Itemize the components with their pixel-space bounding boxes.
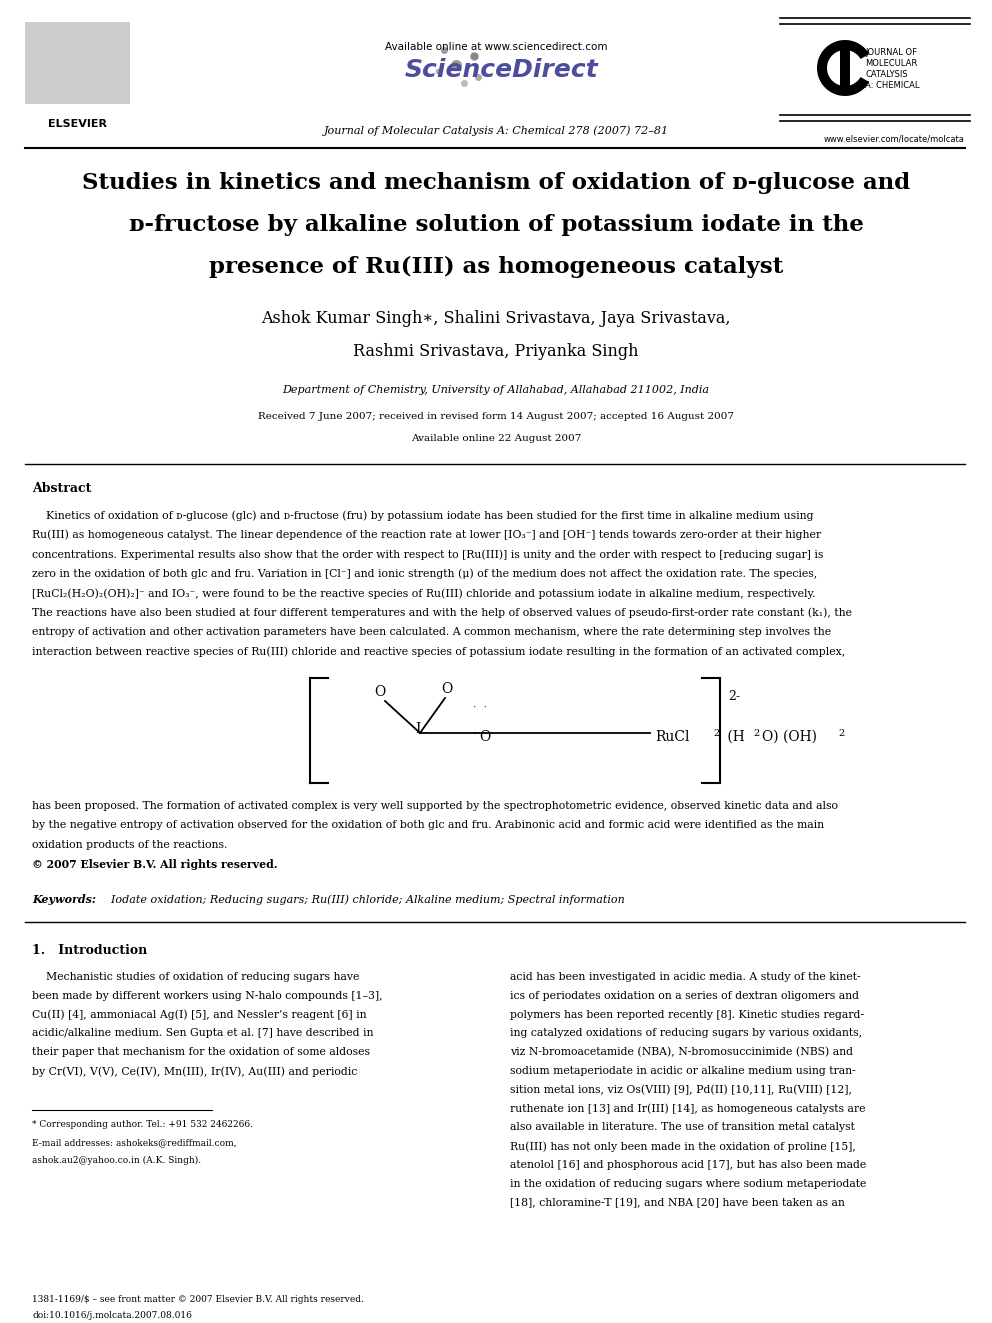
Text: oxidation products of the reactions.: oxidation products of the reactions. [32,840,227,849]
Text: ScienceDirect: ScienceDirect [404,58,598,82]
Text: Journal of Molecular Catalysis A: Chemical 278 (2007) 72–81: Journal of Molecular Catalysis A: Chemic… [323,124,669,135]
Text: been made by different workers using N-halo compounds [1–3],: been made by different workers using N-h… [32,991,383,1000]
Text: has been proposed. The formation of activated complex is very well supported by : has been proposed. The formation of acti… [32,800,838,811]
Text: 1381-1169/$ – see front matter © 2007 Elsevier B.V. All rights reserved.: 1381-1169/$ – see front matter © 2007 El… [32,1295,364,1304]
Text: 2: 2 [838,729,844,738]
Text: E-mail addresses: ashokeks@rediffmail.com,: E-mail addresses: ashokeks@rediffmail.co… [32,1138,237,1147]
Text: ·  ·: · · [473,703,487,713]
Bar [25,22,130,105]
Text: by Cr(VI), V(V), Ce(IV), Mn(III), Ir(IV), Au(III) and periodic: by Cr(VI), V(V), Ce(IV), Mn(III), Ir(IV)… [32,1066,357,1077]
Text: concentrations. Experimental results also show that the order with respect to [R: concentrations. Experimental results als… [32,549,823,560]
Text: sition metal ions, viz Os(VIII) [9], Pd(II) [10,11], Ru(VIII) [12],: sition metal ions, viz Os(VIII) [9], Pd(… [510,1085,852,1095]
Text: * Corresponding author. Tel.: +91 532 2462266.: * Corresponding author. Tel.: +91 532 24… [32,1119,253,1129]
Text: 2: 2 [753,729,759,738]
Text: Rashmi Srivastava, Priyanka Singh: Rashmi Srivastava, Priyanka Singh [353,343,639,360]
Text: Department of Chemistry, University of Allahabad, Allahabad 211002, India: Department of Chemistry, University of A… [283,385,709,396]
Bar [840,46,850,90]
Text: ing catalyzed oxidations of reducing sugars by various oxidants,: ing catalyzed oxidations of reducing sug… [510,1028,862,1039]
Text: O: O [441,681,452,696]
Text: Ru(III) has not only been made in the oxidation of proline [15],: Ru(III) has not only been made in the ox… [510,1142,856,1152]
Text: Studies in kinetics and mechanism of oxidation of ᴅ-glucose and: Studies in kinetics and mechanism of oxi… [82,172,910,194]
Text: JOURNAL OF
MOLECULAR
CATALYSIS
A: CHEMICAL: JOURNAL OF MOLECULAR CATALYSIS A: CHEMIC… [865,48,920,90]
Text: O: O [374,685,386,699]
Text: RuCl: RuCl [655,730,689,744]
Text: viz N-bromoacetamide (NBA), N-bromosuccinimide (NBS) and: viz N-bromoacetamide (NBA), N-bromosucci… [510,1048,853,1057]
Text: Ru(III) as homogeneous catalyst. The linear dependence of the reaction rate at l: Ru(III) as homogeneous catalyst. The lin… [32,529,821,540]
Text: Mechanistic studies of oxidation of reducing sugars have: Mechanistic studies of oxidation of redu… [32,972,359,982]
Text: Ashok Kumar Singh∗, Shalini Srivastava, Jaya Srivastava,: Ashok Kumar Singh∗, Shalini Srivastava, … [261,310,731,327]
Text: O) (OH): O) (OH) [762,730,817,744]
Text: also available in literature. The use of transition metal catalyst: also available in literature. The use of… [510,1122,855,1132]
Text: interaction between reactive species of Ru(III) chloride and reactive species of: interaction between reactive species of … [32,647,845,658]
Text: Keywords:: Keywords: [32,894,96,905]
Text: polymers has been reported recently [8]. Kinetic studies regard-: polymers has been reported recently [8].… [510,1009,864,1020]
Text: presence of Ru(III) as homogeneous catalyst: presence of Ru(III) as homogeneous catal… [209,255,783,278]
Text: atenolol [16] and phosphorous acid [17], but has also been made: atenolol [16] and phosphorous acid [17],… [510,1160,866,1170]
Text: Available online at www.sciencedirect.com: Available online at www.sciencedirect.co… [385,42,607,52]
Text: zero in the oxidation of both glc and fru. Variation in [Cl⁻] and ionic strength: zero in the oxidation of both glc and fr… [32,569,817,579]
Text: their paper that mechanism for the oxidation of some aldoses: their paper that mechanism for the oxida… [32,1048,370,1057]
Text: acidic/alkaline medium. Sen Gupta et al. [7] have described in: acidic/alkaline medium. Sen Gupta et al.… [32,1028,374,1039]
Text: www.elsevier.com/locate/molcata: www.elsevier.com/locate/molcata [824,135,965,144]
Text: The reactions have also been studied at four different temperatures and with the: The reactions have also been studied at … [32,607,852,618]
Text: Cu(II) [4], ammoniacal Ag(I) [5], and Nessler’s reagent [6] in: Cu(II) [4], ammoniacal Ag(I) [5], and Ne… [32,1009,367,1020]
Text: [18], chloramine-T [19], and NBA [20] have been taken as an: [18], chloramine-T [19], and NBA [20] ha… [510,1197,845,1208]
Text: entropy of activation and other activation parameters have been calculated. A co: entropy of activation and other activati… [32,627,831,636]
Text: doi:10.1016/j.molcata.2007.08.016: doi:10.1016/j.molcata.2007.08.016 [32,1311,191,1320]
Text: Iodate oxidation; Reducing sugars; Ru(III) chloride; Alkaline medium; Spectral i: Iodate oxidation; Reducing sugars; Ru(II… [104,894,625,905]
Text: 2: 2 [713,729,719,738]
Text: 2-: 2- [728,691,740,703]
Text: ashok.au2@yahoo.co.in (A.K. Singh).: ashok.au2@yahoo.co.in (A.K. Singh). [32,1156,201,1166]
Text: Received 7 June 2007; received in revised form 14 August 2007; accepted 16 Augus: Received 7 June 2007; received in revise… [258,411,734,421]
Text: Available online 22 August 2007: Available online 22 August 2007 [411,434,581,443]
Text: © 2007 Elsevier B.V. All rights reserved.: © 2007 Elsevier B.V. All rights reserved… [32,860,278,871]
Text: 1.   Introduction: 1. Introduction [32,945,147,957]
Text: ics of periodates oxidation on a series of dextran oligomers and: ics of periodates oxidation on a series … [510,991,859,1000]
Text: by the negative entropy of activation observed for the oxidation of both glc and: by the negative entropy of activation ob… [32,820,824,831]
Wedge shape [817,40,869,97]
Text: in the oxidation of reducing sugars where sodium metaperiodate: in the oxidation of reducing sugars wher… [510,1179,866,1189]
Text: I: I [416,722,421,736]
Text: sodium metaperiodate in acidic or alkaline medium using tran-: sodium metaperiodate in acidic or alkali… [510,1066,856,1076]
Text: acid has been investigated in acidic media. A study of the kinet-: acid has been investigated in acidic med… [510,972,861,982]
Text: O: O [479,730,490,744]
Text: Abstract: Abstract [32,482,91,495]
Text: ELSEVIER: ELSEVIER [48,119,107,130]
Text: [RuCl₂(H₂O)₂(OH)₂]⁻ and IO₃⁻, were found to be the reactive species of Ru(III) c: [RuCl₂(H₂O)₂(OH)₂]⁻ and IO₃⁻, were found… [32,587,815,598]
Text: Kinetics of oxidation of ᴅ-glucose (glc) and ᴅ-fructose (fru) by potassium iodat: Kinetics of oxidation of ᴅ-glucose (glc)… [32,509,813,520]
Text: ᴅ-fructose by alkaline solution of potassium iodate in the: ᴅ-fructose by alkaline solution of potas… [129,214,863,235]
Text: ruthenate ion [13] and Ir(III) [14], as homogeneous catalysts are: ruthenate ion [13] and Ir(III) [14], as … [510,1103,865,1114]
Text: (H: (H [723,730,745,744]
